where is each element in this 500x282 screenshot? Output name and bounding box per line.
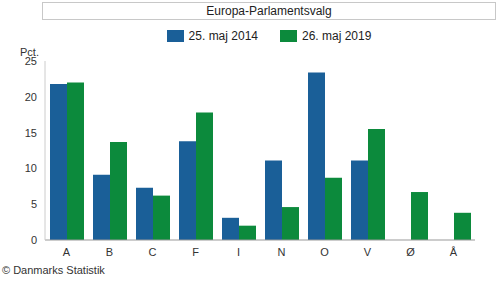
- svg-text:A: A: [63, 246, 71, 258]
- svg-text:20: 20: [25, 91, 37, 103]
- svg-text:F: F: [192, 246, 199, 258]
- svg-text:10: 10: [25, 162, 37, 174]
- html-text:Europa-Parlamentsvalg: Europa-Parlamentsvalg: [206, 4, 332, 18]
- html-text:Pct.: Pct.: [20, 46, 39, 58]
- html-text:© Danmarks Statistik: © Danmarks Statistik: [2, 264, 105, 276]
- svg-text:N: N: [278, 246, 286, 258]
- html-text:25. maj 2014: 25. maj 2014: [188, 29, 258, 43]
- svg-text:0: 0: [31, 234, 37, 246]
- svg-text:C: C: [149, 246, 157, 258]
- svg-text:Å: Å: [450, 246, 458, 258]
- svg-text:Ø: Ø: [406, 246, 415, 258]
- svg-text:I: I: [237, 246, 240, 258]
- svg-text:O: O: [320, 246, 329, 258]
- svg-text:25: 25: [25, 55, 37, 67]
- svg-text:15: 15: [25, 127, 37, 139]
- svg-text:V: V: [364, 246, 372, 258]
- svg-text:B: B: [106, 246, 113, 258]
- html-text:26. maj 2019: 26. maj 2019: [302, 29, 372, 43]
- svg-text:5: 5: [31, 198, 37, 210]
